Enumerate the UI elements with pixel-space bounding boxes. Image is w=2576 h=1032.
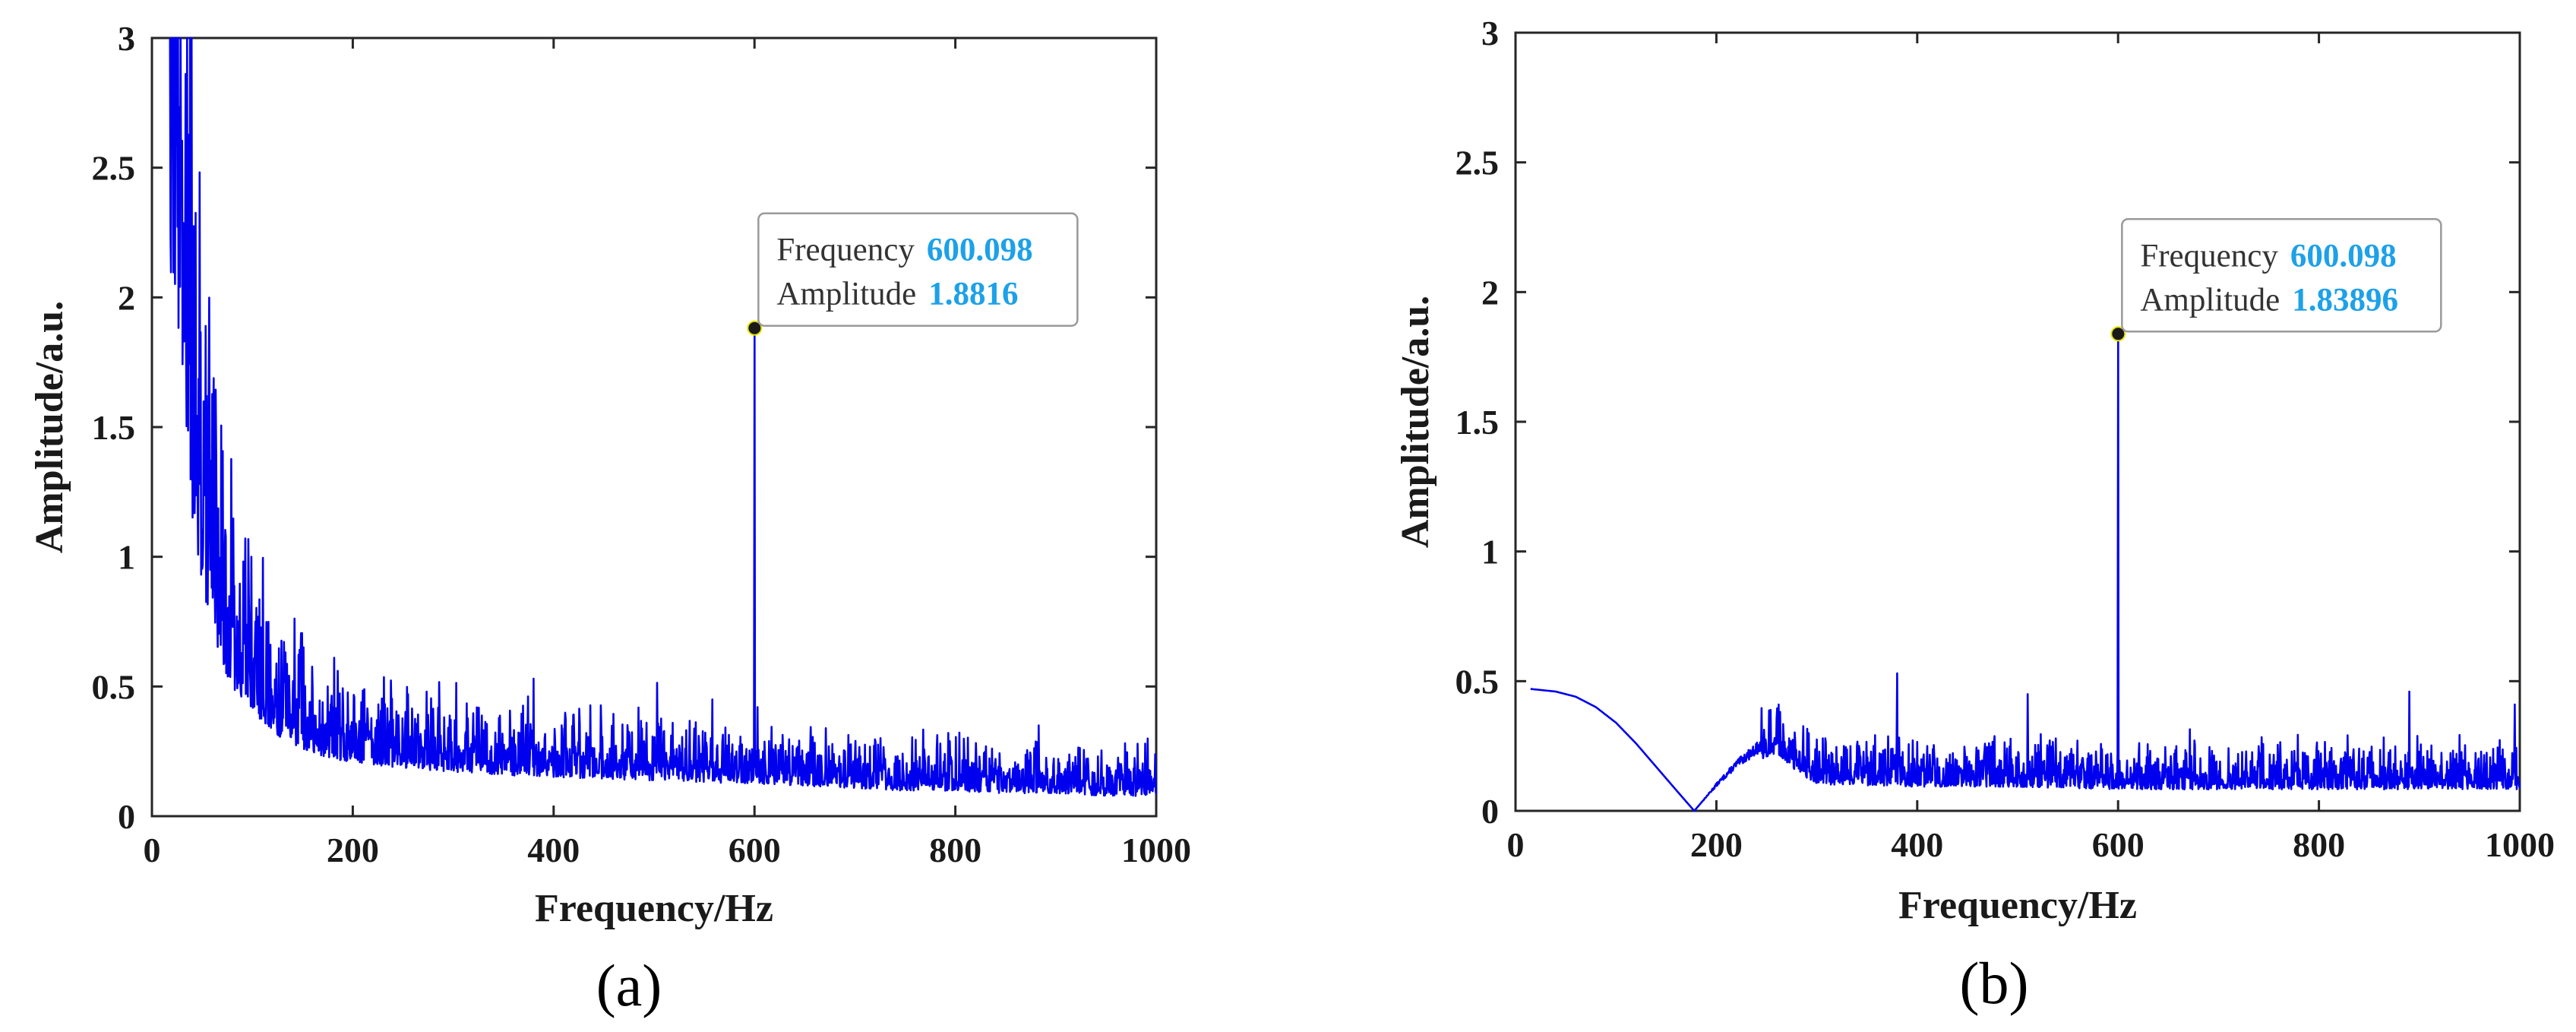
x-axis-label: Frequency/Hz [535, 887, 773, 930]
datatip-y-row: Amplitude 1.8816 [776, 277, 1018, 312]
x-tick-label: 600 [2092, 825, 2145, 864]
datatip[interactable]: Frequency 600.098 Amplitude 1.83896 [2110, 218, 2442, 342]
x-tick-label: 200 [1690, 825, 1743, 864]
series-path [1530, 333, 2521, 812]
datatip-box [2121, 218, 2442, 333]
y-tick-label: 2.5 [1456, 144, 1500, 182]
panel-label-a: (a) [596, 952, 662, 1018]
axis-ticks: 0 200 400 600 800 1000 0 0.5 1 1.5 2 2.5 3 [1456, 14, 2555, 864]
y-tick-label: 0.5 [1456, 662, 1500, 701]
y-axis-label: Amplitude/a.u. [1394, 296, 1437, 548]
y-tick-label: 1.5 [1456, 403, 1500, 442]
y-tick-label: 1 [1481, 533, 1499, 571]
datatip-x-label: Frequency [776, 233, 915, 268]
y-tick-label: 1 [118, 538, 135, 577]
datatip-marker[interactable] [2110, 326, 2126, 342]
datatip-x-row: Frequency 600.098 [2140, 238, 2396, 274]
axis-ticks: 0 200 400 600 800 1000 0 0.5 1 1.5 2 2.5 3 [92, 19, 1192, 869]
x-tick-label: 0 [144, 831, 161, 869]
datatip-x-row: Frequency 600.098 [776, 233, 1032, 268]
y-tick-label: 1.5 [92, 408, 136, 447]
series-path [169, 36, 1158, 797]
datatip-x-value: 600.098 [927, 233, 1033, 268]
datatip-x-value: 600.098 [2290, 238, 2397, 274]
series-line [169, 36, 1158, 797]
datatip-marker[interactable] [747, 320, 763, 336]
y-axis-label: Amplitude/a.u. [28, 301, 71, 553]
x-tick-label: 0 [1507, 825, 1525, 864]
datatip-y-label: Amplitude [776, 277, 916, 312]
y-tick-label: 0 [118, 797, 135, 836]
x-tick-label: 800 [929, 831, 981, 869]
datatip-y-value: 1.8816 [928, 277, 1018, 312]
x-axis-label: Frequency/Hz [1898, 884, 2137, 927]
x-tick-label: 800 [2293, 825, 2345, 864]
datatip-y-label: Amplitude [2140, 282, 2280, 318]
y-tick-label: 0 [1481, 792, 1499, 831]
panel-label-b: (b) [1960, 950, 2029, 1016]
datatip-x-label: Frequency [2140, 238, 2278, 274]
x-tick-label: 600 [729, 831, 781, 869]
y-tick-label: 2 [118, 278, 135, 317]
y-tick-label: 2 [1481, 273, 1499, 312]
chart-panel-b: 0 200 400 600 800 1000 0 0.5 1 1.5 2 2.5 3 Frequency… [1394, 14, 2555, 1016]
y-tick-label: 2.5 [92, 149, 136, 188]
y-tick-label: 3 [1481, 14, 1499, 52]
x-tick-label: 400 [1891, 825, 1943, 864]
x-tick-label: 200 [327, 831, 379, 869]
datatip-y-row: Amplitude 1.83896 [2140, 282, 2398, 318]
datatip[interactable]: Frequency 600.098 Amplitude 1.8816 [747, 212, 1079, 336]
x-tick-label: 1000 [1121, 831, 1191, 869]
chart-panel-a: 0 200 400 600 800 1000 0 0.5 1 1.5 2 2.5 3 Frequency… [28, 19, 1191, 1018]
x-tick-label: 400 [527, 831, 580, 869]
y-tick-label: 3 [118, 19, 135, 58]
series-line [1530, 333, 2521, 812]
datatip-box [757, 212, 1079, 327]
x-tick-label: 1000 [2485, 825, 2555, 864]
datatip-y-value: 1.83896 [2292, 282, 2398, 318]
y-tick-label: 0.5 [92, 667, 136, 706]
